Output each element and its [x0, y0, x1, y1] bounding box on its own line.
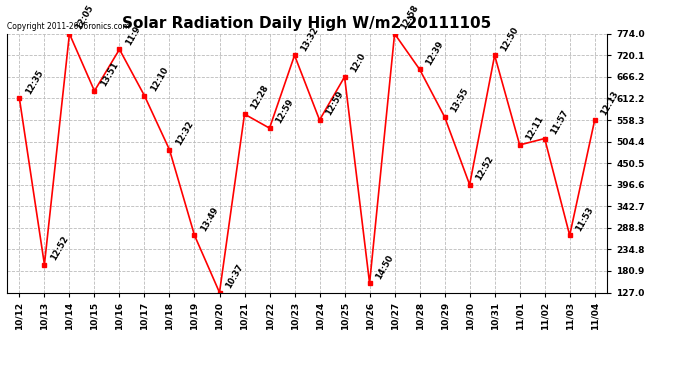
Text: 13:51: 13:51	[99, 60, 120, 88]
Text: 14:50: 14:50	[374, 253, 395, 280]
Text: 12:39: 12:39	[424, 39, 445, 67]
Text: 12:28: 12:28	[248, 84, 270, 111]
Text: 12:58: 12:58	[399, 3, 420, 31]
Text: 13:49: 13:49	[199, 205, 220, 232]
Title: Solar Radiation Daily High W/m2 20111105: Solar Radiation Daily High W/m2 20111105	[122, 16, 492, 31]
Text: 13:55: 13:55	[448, 87, 470, 114]
Text: 10:37: 10:37	[224, 262, 245, 290]
Text: 12:10: 12:10	[148, 65, 170, 93]
Text: Copyright 2011-2006ronics.com: Copyright 2011-2006ronics.com	[7, 22, 130, 31]
Text: 12:52: 12:52	[48, 234, 70, 262]
Text: 12:50: 12:50	[499, 25, 520, 52]
Text: 11:9: 11:9	[124, 24, 142, 46]
Text: 12:59: 12:59	[274, 98, 295, 125]
Text: 12:05: 12:05	[74, 3, 95, 31]
Text: 12:0: 12:0	[348, 51, 367, 74]
Text: 12:11: 12:11	[524, 114, 545, 142]
Text: 11:57: 11:57	[549, 108, 570, 136]
Text: 12:59: 12:59	[324, 90, 345, 117]
Text: 11:53: 11:53	[574, 205, 595, 232]
Text: 13:32: 13:32	[299, 25, 320, 52]
Text: 12:13: 12:13	[599, 90, 620, 117]
Text: 12:35: 12:35	[23, 68, 45, 96]
Text: 12:32: 12:32	[174, 119, 195, 147]
Text: 12:52: 12:52	[474, 154, 495, 182]
